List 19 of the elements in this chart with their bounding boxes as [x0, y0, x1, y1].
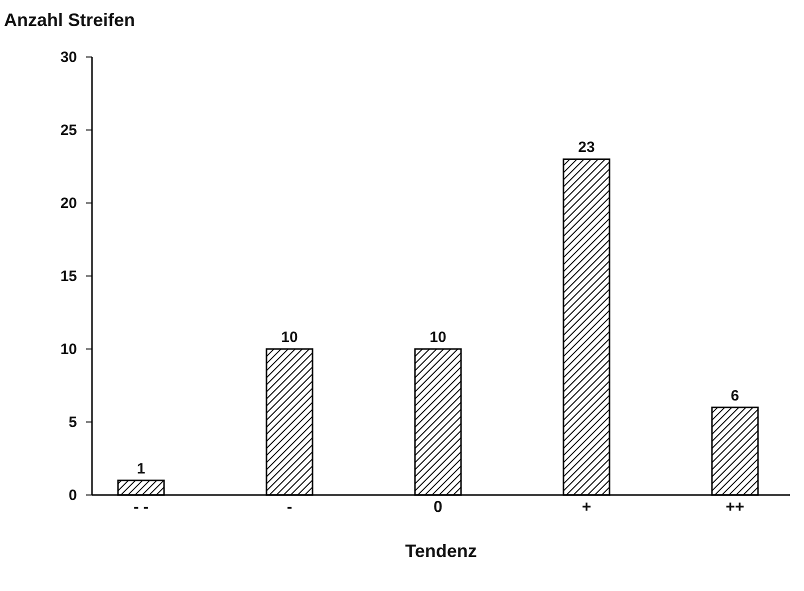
- y-tick-label: 0: [68, 486, 77, 504]
- x-tick-label: 0: [434, 499, 443, 516]
- y-tick-label: 20: [60, 194, 77, 212]
- x-tick-label: - -: [133, 499, 149, 516]
- data-label: 10: [430, 329, 446, 346]
- y-axis-title: Anzahl Streifen: [4, 10, 136, 30]
- x-tick-label: +: [582, 499, 592, 516]
- data-label: 6: [730, 387, 740, 404]
- y-tick-label: 25: [60, 122, 77, 139]
- y-tick-label: 5: [68, 414, 77, 431]
- x-tick-label: ++: [726, 499, 744, 516]
- data-label: 10: [281, 329, 298, 346]
- y-tick-label: 10: [60, 340, 77, 358]
- y-tick-label: 15: [60, 268, 77, 285]
- x-axis-title: Tendenz: [405, 541, 477, 561]
- data-label: 23: [578, 139, 595, 156]
- data-label: 1: [136, 460, 146, 478]
- x-tick-label: -: [286, 499, 292, 516]
- y-tick-label: 30: [60, 48, 77, 66]
